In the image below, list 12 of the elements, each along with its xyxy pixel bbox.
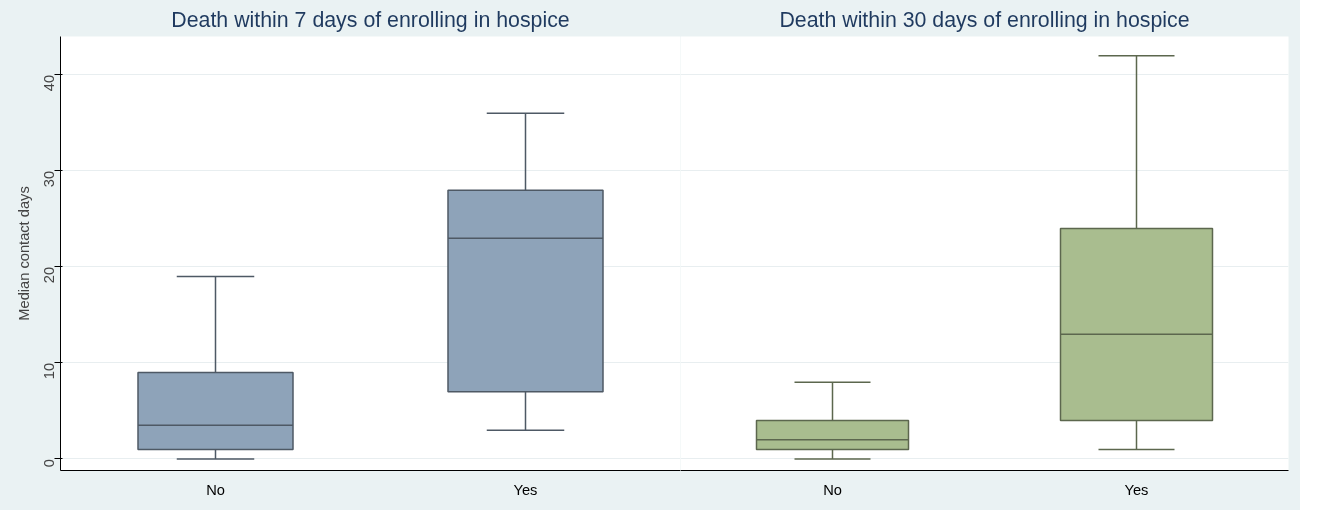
y-tick-label: 40 bbox=[41, 74, 58, 92]
x-tick-label: Yes bbox=[1124, 481, 1149, 498]
x-tick-label: No bbox=[823, 481, 842, 498]
y-tick-label: 10 bbox=[41, 362, 58, 380]
chart-title: Death within 7 days of enrolling in hospice bbox=[171, 7, 570, 32]
y-axis-title: Median contact days bbox=[15, 186, 32, 321]
y-tick-label: 0 bbox=[41, 458, 58, 468]
x-tick-label: Yes bbox=[513, 481, 538, 498]
y-tick-label: 20 bbox=[41, 266, 58, 284]
y-tick-label: 30 bbox=[41, 170, 58, 188]
x-tick-label: No bbox=[206, 481, 225, 498]
chart-title: Death within 30 days of enrolling in hospice bbox=[779, 7, 1190, 32]
